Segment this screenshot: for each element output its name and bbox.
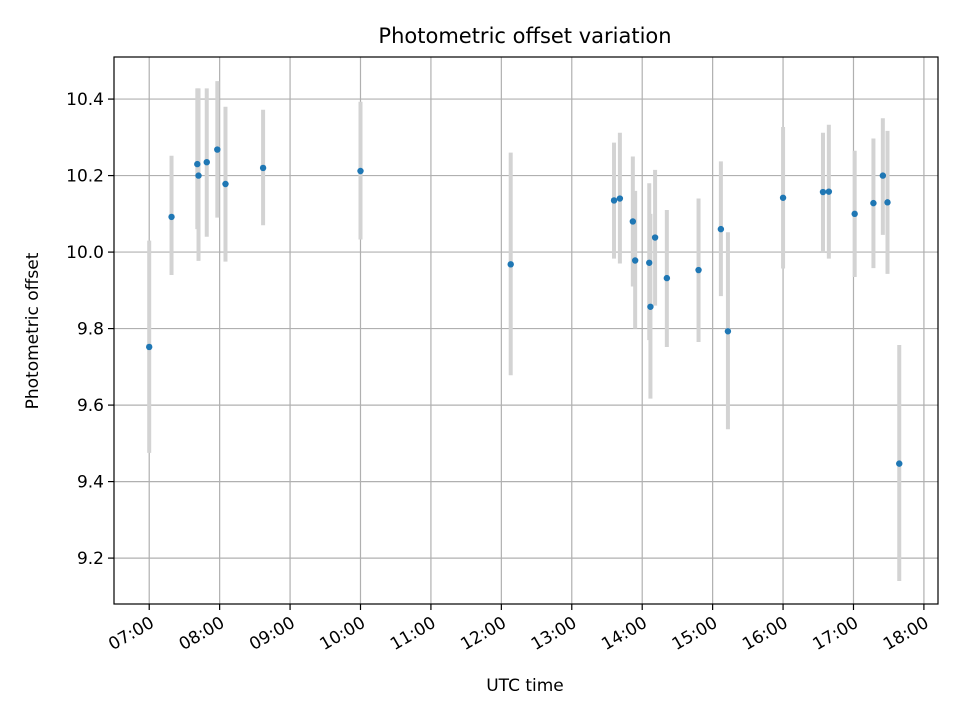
data-point: [222, 180, 229, 188]
data-point: [870, 199, 877, 207]
data-point: [851, 210, 858, 218]
data-point: [779, 194, 787, 201]
data-point: [629, 218, 637, 225]
data-point: [717, 225, 725, 233]
grid-layer: [114, 57, 938, 604]
data-point: [168, 213, 175, 221]
data-point: [651, 234, 659, 241]
data-point: [616, 195, 624, 202]
data-points: [146, 146, 903, 467]
data-point: [819, 188, 827, 196]
plot-frame: [113, 56, 939, 605]
data-point: [884, 199, 891, 206]
data-point: [896, 460, 903, 467]
data-point: [214, 146, 221, 153]
y-axis-label: Photometric offset: [23, 252, 43, 409]
data-point: [194, 160, 201, 168]
y-tick-label: 9.6: [77, 396, 104, 416]
y-tick-label: 9.8: [77, 320, 104, 340]
data-point: [663, 274, 671, 282]
data-point: [357, 167, 364, 175]
data-point: [631, 257, 639, 264]
data-point: [724, 328, 732, 335]
y-tick-label: 10.0: [66, 243, 104, 263]
y-tick-label: 9.2: [77, 549, 104, 569]
data-point: [695, 266, 702, 274]
data-point: [825, 188, 833, 195]
data-point: [610, 197, 618, 204]
x-axis-label: UTC time: [486, 676, 564, 696]
data-point: [259, 164, 267, 172]
y-tick-label: 10.4: [66, 90, 104, 110]
data-point: [646, 259, 653, 266]
data-point: [146, 343, 153, 351]
data-point: [879, 172, 887, 179]
chart-title: Photometric offset variation: [378, 24, 671, 48]
data-point: [647, 303, 654, 310]
y-tick-label: 10.2: [66, 167, 104, 187]
data-point: [195, 172, 202, 179]
y-tick-label: 9.4: [77, 473, 104, 493]
data-point: [203, 158, 210, 166]
data-point: [507, 261, 514, 268]
